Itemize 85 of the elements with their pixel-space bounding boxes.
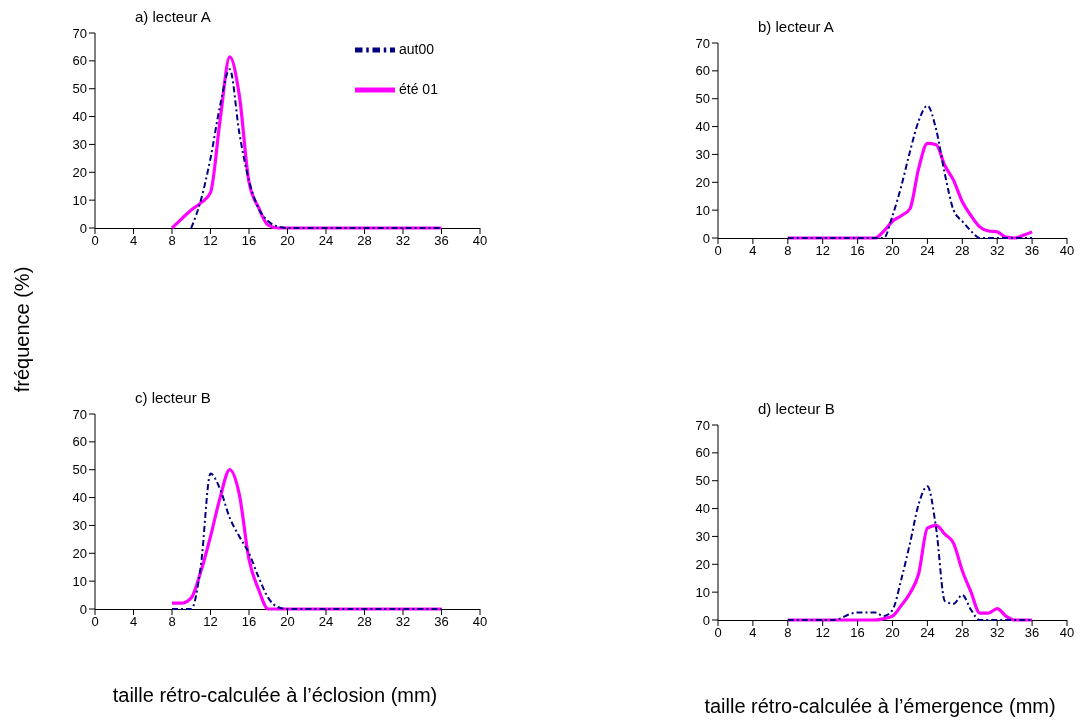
y-tick-label: 40	[72, 109, 87, 125]
y-tick-label: 40	[72, 490, 87, 506]
x-tick-label: 40	[1059, 625, 1075, 641]
x-tick-label: 32	[989, 625, 1005, 641]
x-tick-label: 28	[955, 625, 970, 641]
x-tick-label: 4	[749, 243, 757, 259]
x-tick-label: 12	[203, 233, 218, 249]
y-tick-label: 60	[72, 53, 87, 69]
x-tick-label: 36	[1024, 625, 1040, 641]
y-tick-label: 0	[79, 220, 87, 236]
y-tick-label: 10	[72, 192, 87, 208]
legend-label: été 01	[399, 80, 438, 97]
x-tick-label: 16	[850, 243, 865, 259]
x-tick-label: 24	[920, 243, 935, 259]
x-tick-label: 12	[815, 625, 830, 641]
y-tick-label: 50	[695, 91, 710, 107]
y-tick-label: 10	[695, 584, 710, 600]
x-tick-label: 20	[280, 614, 295, 630]
x-tick-label: 36	[434, 233, 449, 249]
x-tick-label: 4	[749, 625, 757, 641]
x-tick-label: 16	[241, 614, 257, 630]
chart-title: d) lecteur B	[758, 400, 835, 417]
x-tick-label: 20	[280, 233, 295, 249]
y-axis-title: fréquence (%)	[10, 265, 34, 395]
x-tick-label: 4	[129, 233, 138, 249]
y-tick-label: 20	[695, 556, 710, 572]
y-tick-label: 20	[72, 545, 87, 561]
y-tick-label: 50	[695, 473, 710, 489]
x-tick-label: 8	[168, 614, 176, 630]
y-tick-label: 50	[72, 81, 87, 97]
x-tick-label: 0	[714, 243, 722, 259]
y-tick-label: 30	[695, 147, 710, 163]
x-tick-label: 24	[318, 233, 334, 249]
x-tick-label: 32	[989, 243, 1005, 259]
chart-title: a) lecteur A	[135, 8, 211, 25]
y-tick-label: 70	[695, 35, 710, 51]
x-tick-label: 24	[318, 614, 334, 630]
x-tick-label: 12	[203, 614, 218, 630]
chart-title: b) lecteur A	[758, 18, 834, 35]
x-tick-label: 4	[129, 614, 138, 630]
x-tick-label: 28	[357, 614, 372, 630]
x-tick-label: 32	[395, 233, 411, 249]
x-tick-label: 32	[395, 614, 411, 630]
x-tick-label: 24	[920, 625, 935, 641]
x-tick-label: 36	[1024, 243, 1040, 259]
x-tick-label: 8	[168, 233, 176, 249]
x-tick-label: 16	[241, 233, 257, 249]
y-tick-label: 30	[695, 529, 710, 545]
y-tick-label: 40	[695, 501, 710, 517]
x-tick-label: 40	[472, 233, 488, 249]
y-tick-label: 70	[695, 417, 710, 433]
line-series	[786, 104, 1034, 239]
x-axis-title: taille rétro-calculée à l’éclosion (mm)	[111, 684, 439, 707]
x-tick-label: 16	[850, 625, 865, 641]
x-tick-label: 20	[885, 243, 900, 259]
x-tick-label: 0	[91, 233, 99, 249]
y-tick-label: 40	[695, 119, 710, 135]
y-tick-label: 30	[72, 137, 87, 153]
x-tick-label: 40	[472, 614, 488, 630]
line-series	[190, 68, 443, 229]
x-tick-label: 12	[815, 243, 830, 259]
y-tick-label: 10	[695, 202, 710, 218]
y-tick-label: 60	[695, 445, 710, 461]
y-tick-label: 70	[72, 406, 87, 422]
y-tick-label: 70	[72, 25, 87, 41]
x-tick-label: 36	[434, 614, 449, 630]
y-tick-label: 60	[72, 434, 87, 450]
x-axis-title: taille rétro-calculée à l’émergence (mm)	[703, 695, 1057, 718]
y-tick-label: 20	[695, 174, 710, 190]
legend-label: aut00	[399, 40, 435, 57]
x-tick-label: 8	[784, 625, 792, 641]
y-tick-label: 60	[695, 63, 710, 79]
x-tick-label: 0	[91, 614, 99, 630]
y-tick-label: 10	[72, 573, 87, 589]
y-tick-label: 50	[72, 462, 87, 478]
y-tick-label: 30	[72, 518, 87, 534]
x-tick-label: 20	[885, 625, 900, 641]
chart-title: c) lecteur B	[135, 389, 211, 406]
x-tick-label: 8	[784, 243, 792, 259]
x-tick-label: 0	[714, 625, 722, 641]
x-tick-label: 28	[955, 243, 970, 259]
x-tick-label: 40	[1059, 243, 1075, 259]
y-tick-label: 0	[79, 601, 87, 617]
y-tick-label: 20	[72, 164, 87, 180]
x-tick-label: 28	[357, 233, 372, 249]
